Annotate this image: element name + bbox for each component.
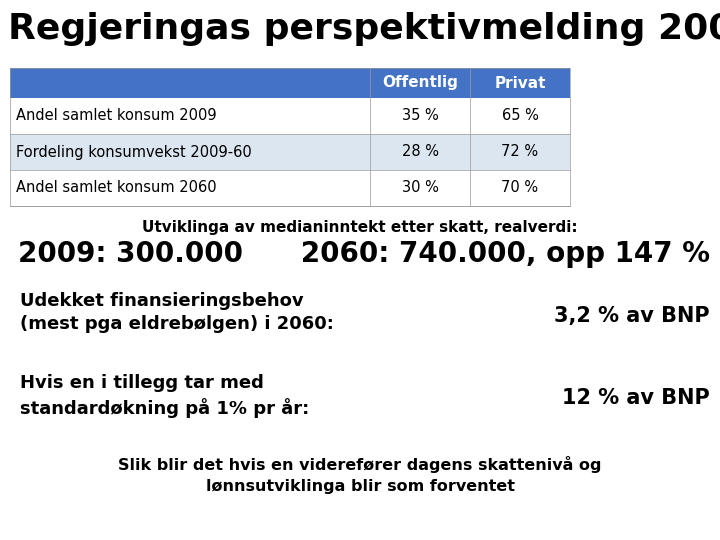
Text: 72 %: 72 % <box>501 145 539 159</box>
Text: Offentlig: Offentlig <box>382 76 458 91</box>
Text: Andel samlet konsum 2060: Andel samlet konsum 2060 <box>16 180 217 195</box>
Text: Regjeringas perspektivmelding 2009: Regjeringas perspektivmelding 2009 <box>8 12 720 46</box>
Text: Udekket finansieringsbehov
(mest pga eldrebølgen) i 2060:: Udekket finansieringsbehov (mest pga eld… <box>20 292 334 333</box>
FancyBboxPatch shape <box>10 68 570 98</box>
Text: 70 %: 70 % <box>501 180 539 195</box>
Text: Privat: Privat <box>494 76 546 91</box>
Text: Utviklinga av medianinntekt etter skatt, realverdi:: Utviklinga av medianinntekt etter skatt,… <box>142 220 578 235</box>
FancyBboxPatch shape <box>10 98 570 134</box>
FancyBboxPatch shape <box>10 134 570 170</box>
Text: 30 %: 30 % <box>402 180 438 195</box>
FancyBboxPatch shape <box>10 170 570 206</box>
Text: 2009: 300.000      2060: 740.000, opp 147 %: 2009: 300.000 2060: 740.000, opp 147 % <box>18 240 710 268</box>
Text: 3,2 % av BNP: 3,2 % av BNP <box>554 306 710 326</box>
Text: 28 %: 28 % <box>402 145 438 159</box>
Text: 65 %: 65 % <box>502 109 539 124</box>
Text: 12 % av BNP: 12 % av BNP <box>562 388 710 408</box>
Text: Hvis en i tillegg tar med
standardøkning på 1% pr år:: Hvis en i tillegg tar med standardøkning… <box>20 374 310 417</box>
Text: Fordeling konsumvekst 2009-60: Fordeling konsumvekst 2009-60 <box>16 145 252 159</box>
Text: Slik blir det hvis en viderefører dagens skattenivå og
lønnsutviklinga blir som : Slik blir det hvis en viderefører dagens… <box>118 456 602 494</box>
Text: 35 %: 35 % <box>402 109 438 124</box>
Text: Andel samlet konsum 2009: Andel samlet konsum 2009 <box>16 109 217 124</box>
